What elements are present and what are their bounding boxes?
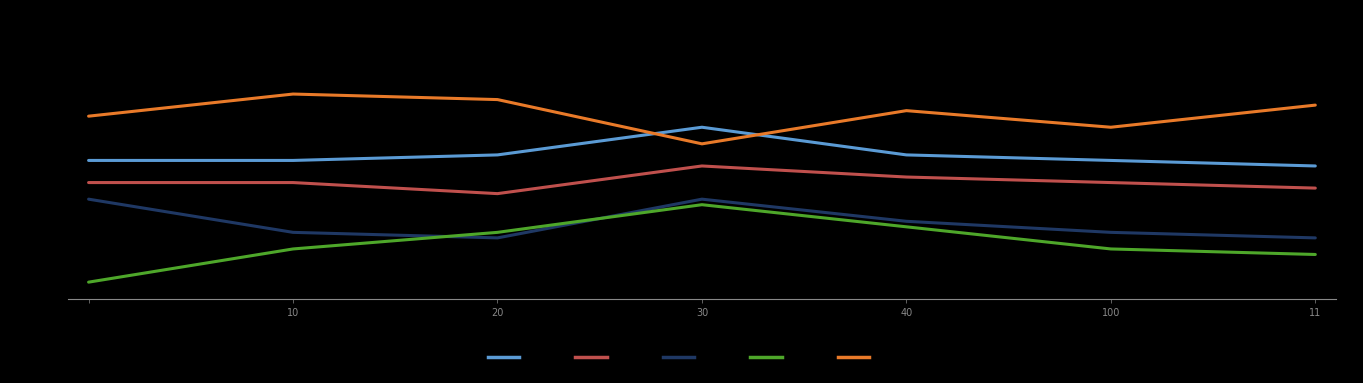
Legend: , , , , : , , , ,: [483, 346, 880, 369]
